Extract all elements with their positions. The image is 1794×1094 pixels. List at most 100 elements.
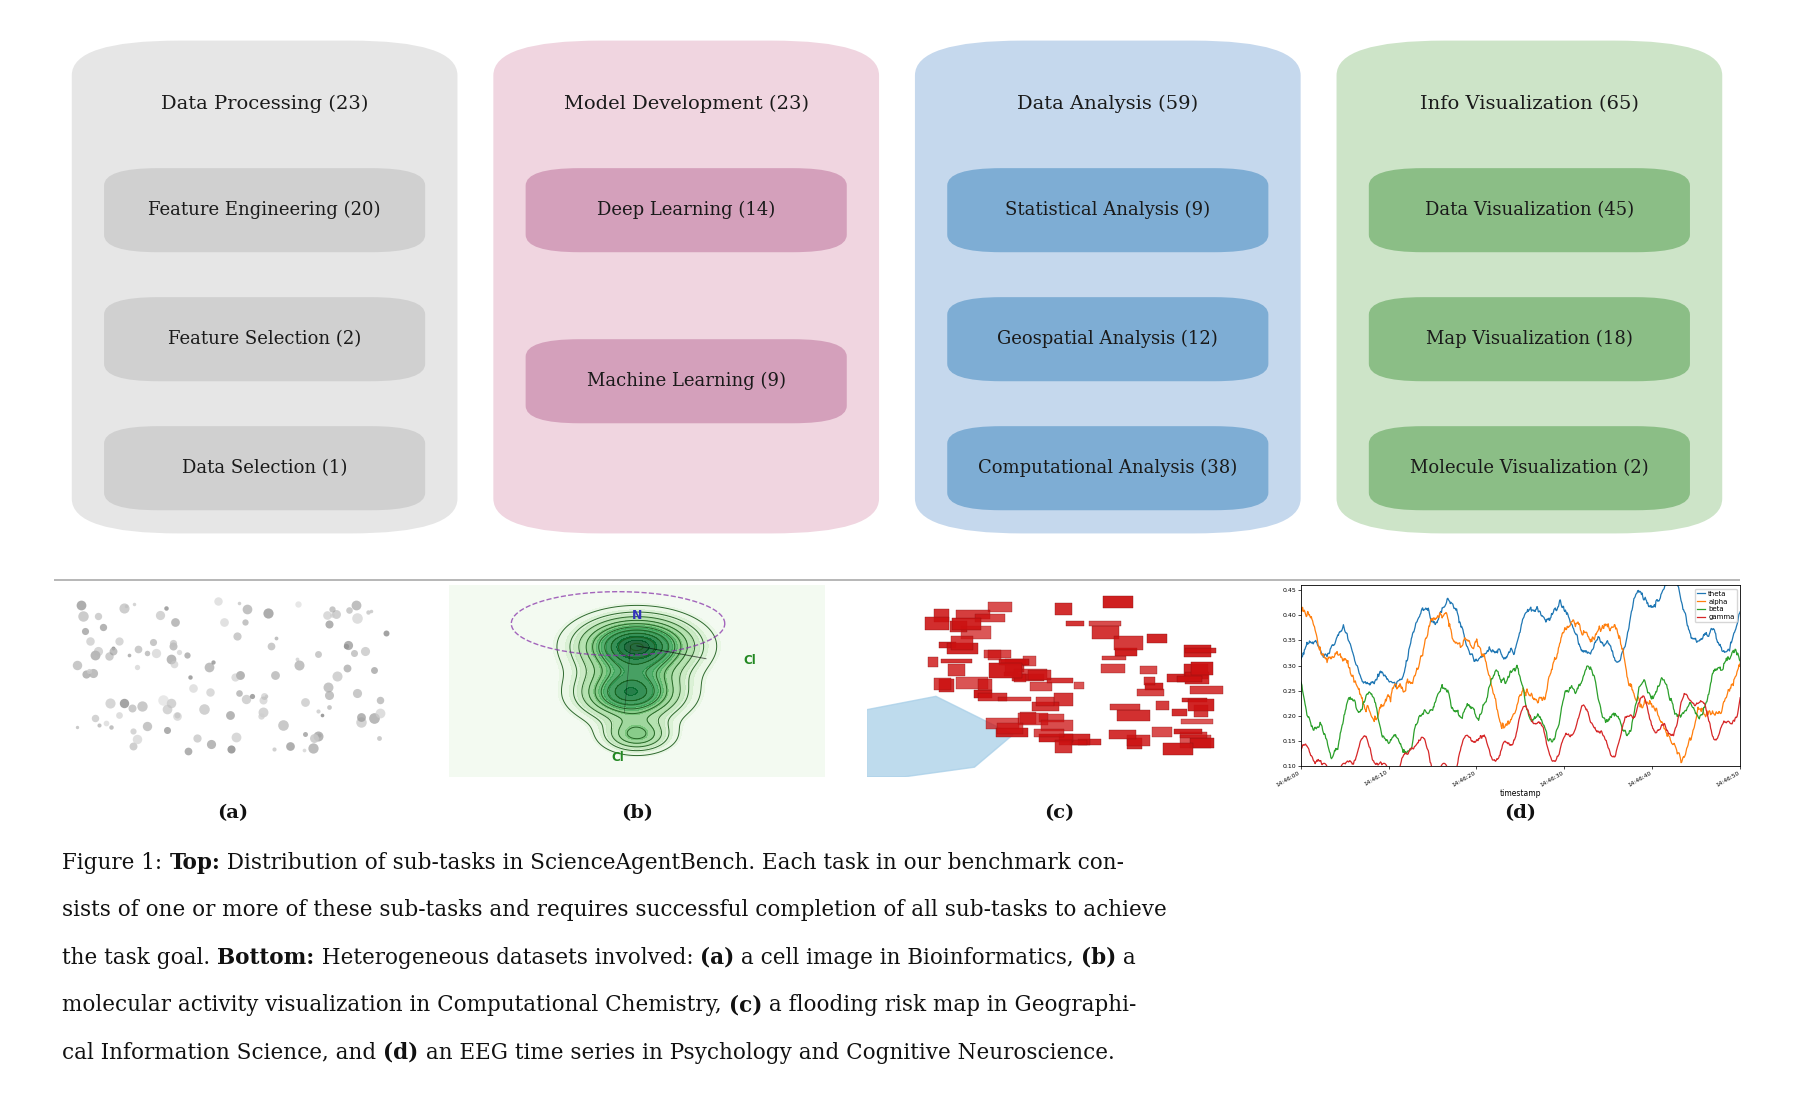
Point	[109, 600, 138, 617]
Text: (c): (c)	[728, 994, 762, 1016]
Point	[343, 685, 371, 702]
Point	[161, 614, 190, 631]
Bar	[1191, 662, 1213, 675]
gamma	[1290, 745, 1311, 758]
Point	[230, 613, 258, 630]
Bar	[1171, 709, 1188, 715]
Text: Feature Engineering (20): Feature Engineering (20)	[149, 201, 380, 219]
Point	[88, 618, 117, 636]
beta	[1430, 685, 1451, 698]
Point	[346, 713, 375, 731]
beta	[1686, 709, 1708, 722]
Point	[303, 728, 332, 745]
Point	[316, 687, 344, 705]
FancyBboxPatch shape	[1369, 168, 1690, 253]
Bar	[1019, 712, 1035, 724]
Bar	[996, 722, 1023, 734]
Point	[260, 741, 289, 758]
Point	[283, 651, 312, 668]
Point	[221, 729, 249, 746]
Point	[303, 702, 332, 720]
Point	[323, 667, 352, 685]
Point	[183, 729, 212, 746]
Bar	[1069, 740, 1087, 745]
theta	[1290, 653, 1311, 666]
Bar	[1118, 710, 1150, 721]
Point	[152, 700, 181, 718]
Point	[133, 644, 161, 662]
Point	[233, 601, 262, 618]
Bar	[951, 637, 972, 650]
Point	[133, 718, 161, 735]
Text: a cell image in Bioinformatics,: a cell image in Bioinformatics,	[734, 946, 1080, 969]
beta	[1320, 753, 1342, 766]
Point	[291, 742, 319, 759]
Point	[140, 632, 169, 650]
Bar	[1078, 740, 1102, 745]
Bar	[1110, 703, 1139, 710]
beta	[1633, 675, 1654, 688]
Point	[260, 666, 289, 684]
Text: Map Visualization (18): Map Visualization (18)	[1426, 330, 1633, 348]
Line: alpha: alpha	[1301, 607, 1740, 763]
gamma	[1674, 687, 1695, 700]
Text: cal Information Science, and: cal Information Science, and	[63, 1041, 384, 1064]
theta	[1633, 593, 1654, 606]
Bar	[1175, 729, 1202, 734]
Point	[84, 717, 113, 734]
Point	[104, 632, 133, 650]
Point	[353, 604, 382, 621]
Point	[226, 666, 255, 684]
Point	[79, 664, 108, 682]
gamma	[1688, 697, 1710, 710]
Point	[196, 659, 224, 676]
Point	[249, 703, 278, 721]
Point	[298, 740, 327, 757]
Point	[124, 640, 152, 657]
Text: Data Analysis (59): Data Analysis (59)	[1017, 95, 1198, 114]
Point	[118, 722, 147, 740]
Point	[199, 653, 228, 671]
Point	[253, 605, 282, 622]
FancyBboxPatch shape	[493, 40, 879, 534]
FancyBboxPatch shape	[526, 168, 847, 253]
Point	[314, 606, 343, 624]
Point	[70, 621, 99, 639]
X-axis label: timestamp: timestamp	[1500, 789, 1541, 798]
Text: (b): (b)	[1080, 946, 1116, 969]
alpha	[1579, 633, 1600, 647]
Text: Heterogeneous datasets involved:: Heterogeneous datasets involved:	[314, 946, 700, 969]
Point	[257, 638, 285, 655]
Point	[190, 700, 219, 718]
Bar	[1058, 734, 1091, 745]
gamma	[1430, 761, 1451, 775]
Point	[99, 643, 127, 661]
Bar	[956, 677, 988, 689]
theta	[1430, 606, 1451, 619]
Point	[249, 688, 278, 706]
Text: the task goal.: the task goal.	[63, 946, 217, 969]
Text: Data Selection (1): Data Selection (1)	[181, 459, 348, 477]
Bar	[1177, 676, 1202, 682]
Point	[66, 596, 95, 614]
Point	[197, 735, 226, 753]
Bar	[978, 679, 992, 690]
Bar	[1028, 670, 1051, 679]
Text: Cl: Cl	[743, 654, 757, 666]
Bar	[988, 663, 1021, 677]
Bar	[1139, 666, 1157, 674]
Point	[174, 743, 203, 760]
Bar	[1180, 732, 1207, 737]
Bar	[985, 650, 1012, 659]
Bar	[1100, 664, 1125, 673]
Text: (d): (d)	[1505, 804, 1536, 822]
Point	[285, 656, 314, 674]
Bar	[1189, 686, 1224, 694]
Point	[81, 709, 109, 726]
Bar	[974, 614, 1005, 621]
Bar	[1127, 735, 1150, 746]
Point	[309, 706, 337, 723]
FancyBboxPatch shape	[947, 298, 1268, 381]
theta	[1398, 643, 1419, 656]
Bar	[927, 656, 938, 667]
